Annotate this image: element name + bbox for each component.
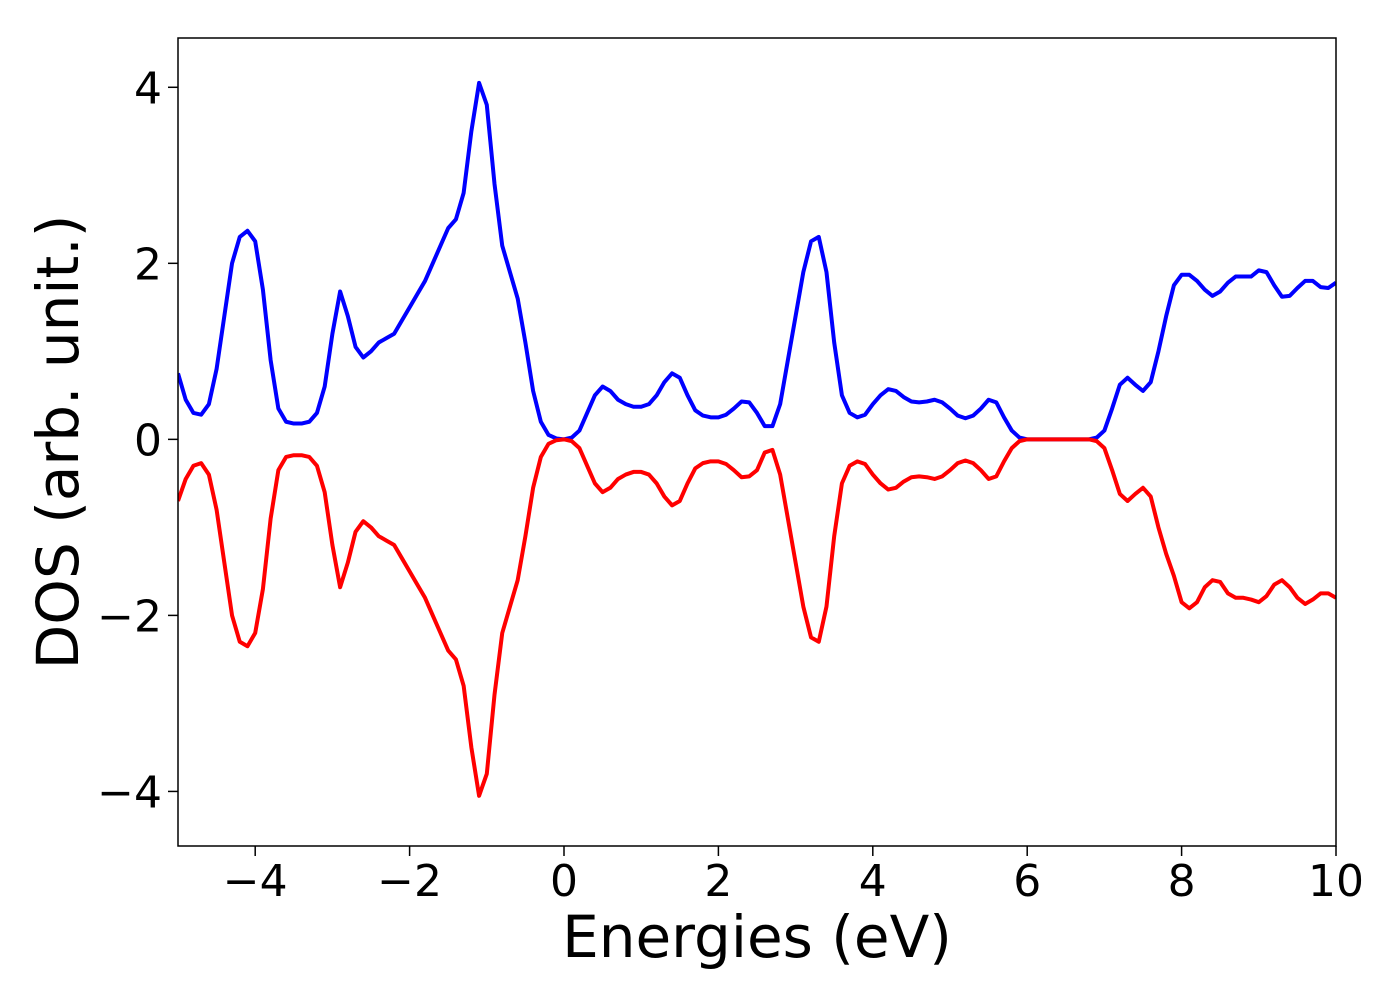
series-line: [178, 437, 1336, 798]
x-tick-label: 6: [1013, 856, 1041, 907]
plot-frame: [177, 37, 1337, 847]
x-tick-label: 2: [704, 856, 732, 907]
y-tick-label: −2: [97, 591, 162, 642]
y-tick-label: 0: [134, 415, 162, 466]
series-line: [178, 80, 1336, 442]
y-axis-label: DOS (arb. unit.): [24, 215, 92, 670]
x-axis-label: Energies (eV): [562, 903, 952, 971]
x-tick-label: 0: [550, 856, 578, 907]
x-tick-label: 10: [1308, 856, 1364, 907]
x-tick-label: 8: [1168, 856, 1196, 907]
y-tick-label: 2: [134, 239, 162, 290]
x-tick-label: −4: [223, 856, 288, 907]
y-tick-label: −4: [97, 767, 162, 818]
x-tick-label: −2: [377, 856, 442, 907]
y-tick-label: 4: [134, 63, 162, 114]
x-tick-label: 4: [859, 856, 887, 907]
